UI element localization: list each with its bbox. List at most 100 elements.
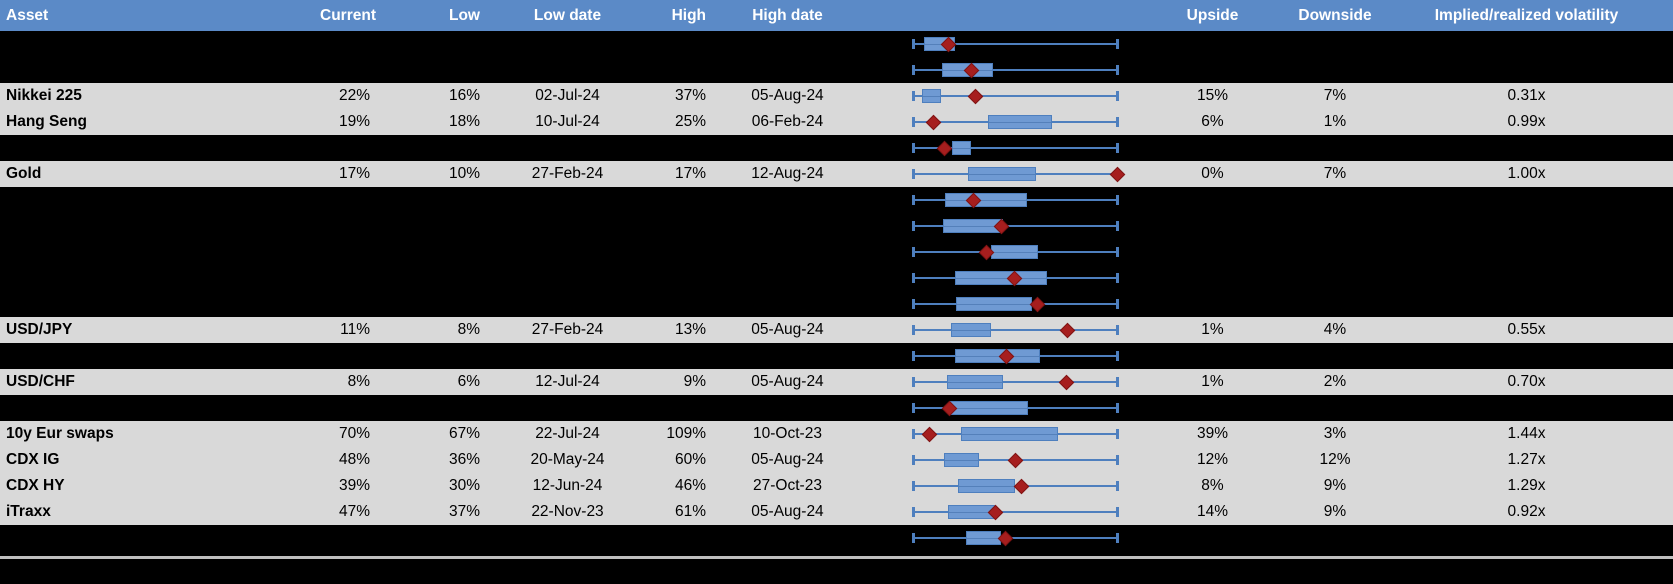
- current-cell: 22%: [338, 87, 370, 104]
- whisker-cap-low-icon: [912, 325, 915, 335]
- low-cell: 8%: [457, 321, 480, 338]
- whisker-cap-high-icon: [1116, 143, 1119, 153]
- whisker-cap-high-icon: [1116, 65, 1119, 75]
- whisker-cap-high-icon: [1116, 377, 1119, 387]
- whisker-cap-high-icon: [1116, 117, 1119, 127]
- whisker-cap-high-icon: [1116, 221, 1119, 231]
- low-date-cell: 22-Nov-23: [531, 503, 604, 520]
- low-cell: 37%: [448, 503, 480, 520]
- downside-cell: 12%: [1319, 451, 1351, 468]
- low-cell: 67%: [448, 425, 480, 442]
- current-marker-diamond-icon: [1007, 452, 1023, 468]
- asset-cell: iTraxx: [6, 503, 51, 520]
- upside-cell: 1%: [1201, 373, 1224, 390]
- range-box: [948, 505, 995, 519]
- high-cell: 25%: [674, 113, 706, 130]
- range-plot: [865, 83, 1135, 109]
- whisker-cap-low-icon: [912, 39, 915, 49]
- current-marker-diamond-icon: [921, 426, 938, 442]
- column-header-low: Low: [449, 6, 480, 24]
- table-row: Nikkei 225 22% 16% 02-Jul-24 37% 05-Aug-…: [0, 83, 1673, 109]
- current-marker-diamond-icon: [1109, 166, 1126, 182]
- range-plot: [865, 499, 1135, 525]
- whisker-cap-low-icon: [912, 195, 915, 205]
- upside-cell: 12%: [1196, 451, 1229, 468]
- low-date-cell: 12-Jun-24: [532, 477, 603, 494]
- table-row: 10y Eur swaps 70% 67% 22-Jul-24 109% 10-…: [0, 421, 1673, 447]
- range-box: [944, 453, 979, 467]
- upside-cell: 8%: [1201, 477, 1224, 494]
- downside-cell: 4%: [1323, 321, 1347, 338]
- low-date-cell: 20-May-24: [530, 451, 605, 468]
- range-box: [956, 297, 1032, 311]
- table-row: [0, 291, 1673, 317]
- low-date-cell: 10-Jul-24: [535, 113, 600, 130]
- current-marker-diamond-icon: [925, 114, 942, 130]
- current-marker-diamond-icon: [1029, 296, 1046, 312]
- table-row: Gold 17% 10% 27-Feb-24 17% 12-Aug-24 0% …: [0, 161, 1673, 187]
- downside-cell: 7%: [1323, 165, 1347, 182]
- high-cell: 46%: [674, 477, 706, 494]
- whisker-cap-low-icon: [912, 117, 915, 127]
- range-box: [990, 245, 1038, 259]
- whisker-cap-high-icon: [1116, 299, 1119, 309]
- table-row: [0, 57, 1673, 83]
- asset-cell: USD/JPY: [6, 321, 73, 338]
- range-plot: [865, 31, 1135, 57]
- current-cell: 70%: [338, 425, 370, 442]
- current-marker-diamond-icon: [1059, 322, 1076, 338]
- implied-realized-volatility-cell: 0.31x: [1507, 87, 1546, 104]
- downside-cell: 9%: [1323, 503, 1347, 520]
- column-header-high-date: High date: [752, 6, 823, 24]
- asset-cell: CDX IG: [6, 451, 60, 468]
- table-row: [0, 31, 1673, 57]
- range-plot: [865, 421, 1135, 447]
- table-row: [0, 239, 1673, 265]
- table-row: USD/JPY 11% 8% 27-Feb-24 13% 05-Aug-24 1…: [0, 317, 1673, 343]
- table-row: [0, 265, 1673, 291]
- whisker-line: [913, 225, 1118, 227]
- whisker-cap-high-icon: [1116, 195, 1119, 205]
- high-cell: 9%: [683, 373, 706, 390]
- high-date-cell: 05-Aug-24: [751, 321, 824, 338]
- current-cell: 17%: [338, 165, 370, 182]
- whisker-cap-high-icon: [1116, 351, 1119, 361]
- asset-cell: Gold: [6, 165, 42, 182]
- low-date-cell: 22-Jul-24: [535, 425, 600, 442]
- table-row: [0, 525, 1673, 551]
- whisker-cap-low-icon: [912, 481, 915, 491]
- range-plot: [865, 265, 1135, 291]
- range-box: [958, 479, 1016, 493]
- high-cell: 61%: [674, 503, 706, 520]
- range-plot: [865, 135, 1135, 161]
- range-plot: [865, 57, 1135, 83]
- whisker-line: [913, 537, 1118, 539]
- range-plot: [865, 239, 1135, 265]
- whisker-cap-low-icon: [912, 533, 915, 543]
- whisker-line: [913, 329, 1118, 331]
- whisker-cap-low-icon: [912, 455, 915, 465]
- current-cell: 11%: [340, 321, 370, 338]
- low-cell: 16%: [448, 87, 480, 104]
- whisker-line: [913, 511, 1118, 513]
- low-cell: 10%: [448, 165, 480, 182]
- range-plot: [865, 213, 1135, 239]
- whisker-cap-high-icon: [1116, 273, 1119, 283]
- table-row: iTraxx 47% 37% 22-Nov-23 61% 05-Aug-24 1…: [0, 499, 1673, 525]
- range-box: [944, 193, 1027, 207]
- low-date-cell: 27-Feb-24: [531, 321, 604, 338]
- table-row: CDX IG 48% 36% 20-May-24 60% 05-Aug-24 1…: [0, 447, 1673, 473]
- whisker-line: [913, 69, 1118, 71]
- table-row: [0, 343, 1673, 369]
- high-date-cell: 05-Aug-24: [751, 373, 824, 390]
- implied-realized-volatility-cell: 0.55x: [1507, 321, 1546, 338]
- range-plot: [865, 525, 1135, 551]
- range-box: [955, 271, 1047, 285]
- whisker-line: [913, 95, 1118, 97]
- high-date-cell: 05-Aug-24: [751, 451, 824, 468]
- range-plot: [865, 187, 1135, 213]
- current-marker-diamond-icon: [968, 88, 984, 104]
- column-header-current: Current: [320, 6, 376, 24]
- table-body: Nikkei 225 22% 16% 02-Jul-24 37% 05-Aug-…: [0, 31, 1673, 551]
- whisker-line: [913, 43, 1118, 45]
